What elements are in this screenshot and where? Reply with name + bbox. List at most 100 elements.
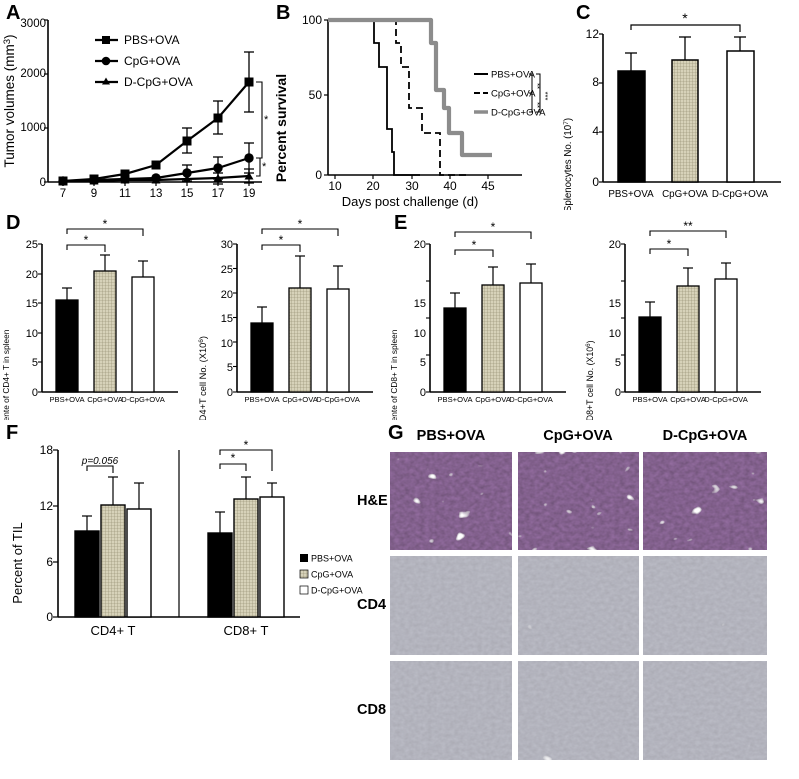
svg-text:8: 8 (592, 75, 599, 89)
svg-text:100: 100 (302, 13, 322, 27)
svg-text:0: 0 (32, 387, 38, 399)
svg-text:CD8+T cell No. (X106): CD8+T cell No. (X106) (585, 340, 595, 420)
svg-text:*: * (84, 233, 89, 247)
svg-text:40: 40 (443, 179, 457, 193)
svg-text:CpG+OVA: CpG+OVA (124, 54, 180, 68)
svg-text:*: * (667, 237, 672, 251)
svg-text:Splenocytes No. (107): Splenocytes No. (107) (563, 118, 574, 210)
svg-text:D-CpG+OVA: D-CpG+OVA (491, 108, 546, 119)
svg-text:*: * (279, 233, 284, 247)
svg-text:CpG+OVA: CpG+OVA (311, 570, 353, 580)
svg-text:*: * (262, 161, 267, 173)
svg-text:20: 20 (366, 179, 380, 193)
svg-text:p=0.056: p=0.056 (81, 456, 119, 467)
svg-text:D-CpG+OVA: D-CpG+OVA (704, 395, 748, 404)
svg-text:15: 15 (609, 298, 621, 310)
svg-text:0: 0 (420, 387, 426, 399)
svg-text:3000: 3000 (20, 18, 46, 30)
svg-text:CpG+OVA: CpG+OVA (475, 395, 511, 404)
svg-text:5: 5 (615, 357, 621, 369)
svg-text:CpG+OVA: CpG+OVA (282, 395, 318, 404)
svg-text:Percent survival: Percent survival (273, 74, 289, 182)
svg-text:*: * (472, 238, 477, 252)
svg-text:5: 5 (32, 357, 38, 369)
svg-text:9: 9 (91, 188, 97, 200)
svg-text:CpG+OVA: CpG+OVA (543, 428, 613, 444)
svg-text:10: 10 (221, 338, 233, 350)
svg-text:0: 0 (40, 177, 46, 189)
svg-text:7: 7 (60, 188, 66, 200)
svg-text:***: *** (541, 92, 550, 101)
svg-text:D-CpG+OVA: D-CpG+OVA (121, 395, 165, 404)
svg-text:PBS+OVA: PBS+OVA (608, 189, 654, 200)
svg-text:*: * (491, 220, 496, 234)
svg-text:PBS+OVA: PBS+OVA (49, 395, 85, 404)
svg-text:D-CpG+OVA: D-CpG+OVA (124, 75, 193, 89)
svg-text:50: 50 (309, 88, 323, 102)
svg-text:*: * (231, 451, 236, 465)
svg-text:PBS+OVA: PBS+OVA (437, 395, 473, 404)
svg-text:CpG+OVA: CpG+OVA (670, 395, 706, 404)
svg-text:15: 15 (26, 298, 38, 310)
svg-text:*: * (244, 438, 249, 452)
svg-text:15: 15 (414, 298, 426, 310)
svg-text:20: 20 (609, 239, 621, 251)
svg-text:25: 25 (221, 264, 233, 276)
svg-text:CD4: CD4 (357, 597, 386, 613)
svg-text:*: * (682, 10, 688, 26)
svg-text:D-CpG+OVA: D-CpG+OVA (316, 395, 360, 404)
svg-text:PBS+OVA: PBS+OVA (244, 395, 280, 404)
svg-text:D-CpG+OVA: D-CpG+OVA (663, 428, 748, 444)
svg-text:CpG+OVA: CpG+OVA (491, 89, 536, 100)
svg-text:CD8+ T: CD8+ T (224, 623, 269, 638)
svg-text:45: 45 (481, 179, 495, 193)
svg-text:0: 0 (615, 387, 621, 399)
svg-text:Tumor volumes (mm3): Tumor volumes (mm3) (2, 34, 17, 167)
svg-text:19: 19 (243, 188, 256, 200)
svg-text:2000: 2000 (20, 68, 46, 80)
svg-text:12: 12 (40, 499, 54, 513)
svg-text:*: * (103, 217, 108, 231)
svg-text:PBS+OVA: PBS+OVA (124, 33, 179, 47)
svg-text:H&E: H&E (357, 493, 388, 509)
svg-text:0: 0 (592, 175, 599, 189)
svg-text:30: 30 (405, 179, 419, 193)
svg-text:Percente of CD4+ T in spleen: Percente of CD4+ T in spleen (1, 329, 11, 420)
svg-text:CD4+T cell No. (X106): CD4+T cell No. (X106) (198, 336, 208, 420)
svg-text:5: 5 (227, 362, 233, 374)
svg-text:**: ** (683, 219, 693, 233)
svg-text:D-CpG+OVA: D-CpG+OVA (509, 395, 553, 404)
svg-text:0: 0 (227, 387, 233, 399)
svg-text:CpG+OVA: CpG+OVA (87, 395, 123, 404)
svg-text:Percente of CD8+ T in spleen: Percente of CD8+ T in spleen (389, 329, 399, 420)
svg-text:Percent of TIL: Percent of TIL (10, 522, 25, 603)
svg-text:0: 0 (46, 610, 53, 624)
svg-text:PBS+OVA: PBS+OVA (417, 428, 486, 444)
svg-text:17: 17 (212, 188, 225, 200)
svg-text:10: 10 (414, 328, 426, 340)
svg-text:13: 13 (150, 188, 163, 200)
svg-text:Days post challenge (d): Days post challenge (d) (342, 194, 479, 209)
svg-text:5: 5 (420, 357, 426, 369)
svg-text:**: ** (533, 102, 542, 108)
svg-text:20: 20 (221, 289, 233, 301)
svg-text:12: 12 (586, 27, 600, 41)
svg-text:*: * (298, 217, 303, 231)
svg-text:11: 11 (119, 188, 131, 200)
svg-text:CpG+OVA: CpG+OVA (662, 189, 708, 200)
svg-text:**: ** (533, 83, 542, 89)
svg-text:0: 0 (315, 168, 322, 182)
svg-text:D-CpG+OVA: D-CpG+OVA (712, 189, 769, 200)
svg-text:CD8: CD8 (357, 702, 386, 718)
svg-text:6: 6 (46, 555, 53, 569)
svg-text:15: 15 (221, 313, 233, 325)
svg-text:PBS+OVA: PBS+OVA (311, 554, 353, 564)
svg-text:20: 20 (414, 239, 426, 251)
svg-text:10: 10 (26, 328, 38, 340)
svg-text:30: 30 (221, 239, 233, 251)
svg-text:CD4+ T: CD4+ T (91, 623, 136, 638)
svg-text:18: 18 (40, 443, 54, 457)
svg-text:*: * (264, 114, 269, 126)
svg-text:10: 10 (328, 179, 342, 193)
svg-text:25: 25 (26, 239, 38, 251)
